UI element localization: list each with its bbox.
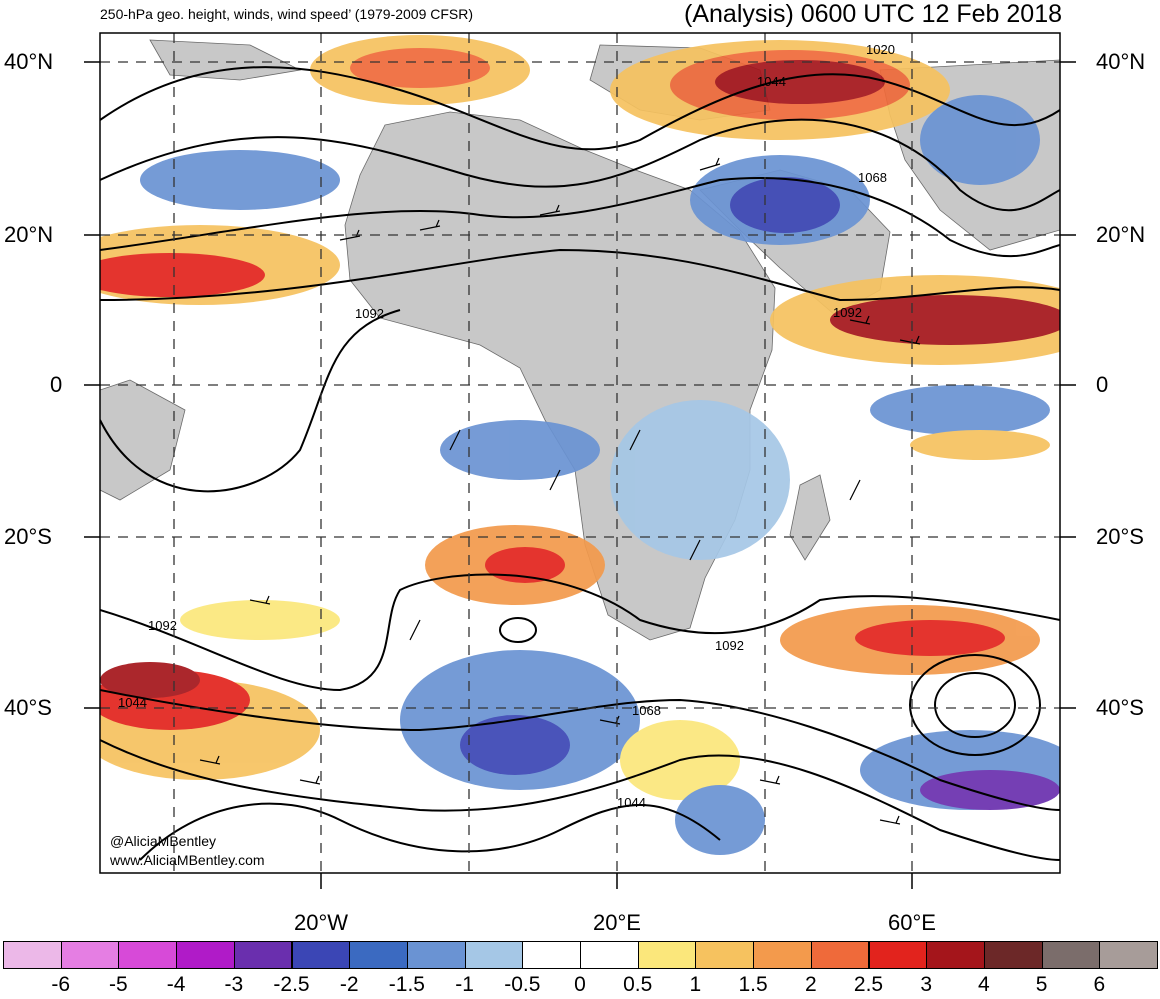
- colorbar-swatch: [60, 941, 120, 969]
- lat-label: 20°S: [1096, 524, 1144, 549]
- colorbar-label: 1.5: [738, 973, 768, 996]
- colorbar: [0, 941, 1160, 969]
- colorbar-label: -0.5: [504, 973, 541, 996]
- colorbar-label: 0: [574, 973, 586, 996]
- colorbar-label: -1: [455, 973, 474, 996]
- colorbar-swatch: [637, 941, 697, 969]
- colorbar-label: 1: [689, 973, 702, 996]
- colorbar-swatch: [868, 941, 928, 969]
- colorbar-swatch: [810, 941, 870, 969]
- colorbar-label: 6: [1093, 973, 1106, 996]
- contour-label: 1068: [632, 703, 661, 718]
- colorbar-swatch: [291, 941, 351, 969]
- colorbar-swatch: [926, 941, 985, 969]
- wind-speed-anomaly: [100, 35, 1060, 855]
- credit-website: www.AliciaMBentley.com: [110, 852, 265, 868]
- colorbar-swatch: [406, 941, 466, 969]
- map-title: (Analysis) 0600 UTC 12 Feb 2018: [684, 0, 1062, 28]
- lat-label: 20°N: [1096, 222, 1146, 247]
- map-subtitle: 250-hPa geo. height, winds, wind speed’ …: [100, 6, 474, 22]
- colorbar-swatch: [176, 941, 235, 969]
- colorbar-label: -2: [339, 973, 359, 996]
- weather-map: 1020 1044 1068 1092 1092 1092 1092 1044 …: [84, 32, 1076, 889]
- colorbar-label: -4: [166, 973, 186, 996]
- colorbar-swatch: [3, 941, 62, 969]
- contour-label: 1068: [858, 170, 887, 185]
- contour-label: 1092: [715, 638, 744, 653]
- colorbar-label: 0.5: [623, 973, 653, 996]
- colorbar-swatch: [464, 941, 524, 969]
- colorbar-label: 2: [804, 973, 817, 996]
- colorbar-swatch: [1099, 941, 1158, 969]
- colorbar-swatch: [118, 941, 178, 969]
- lon-label: 20°E: [593, 910, 641, 935]
- colorbar-swatch: [983, 941, 1043, 969]
- colorbar-label: 2.5: [853, 973, 884, 996]
- lat-label: 0: [1096, 372, 1109, 397]
- colorbar-label: -1.5: [388, 973, 425, 996]
- colorbar-swatch: [753, 941, 812, 969]
- colorbar-swatch: [580, 941, 639, 969]
- lat-label: 0: [50, 372, 63, 397]
- contour-label: 1092: [833, 305, 862, 320]
- credit-twitter: @AliciaMBentley: [110, 833, 217, 849]
- lat-label: 40°N: [1096, 49, 1146, 74]
- lat-label: 20°N: [4, 222, 54, 247]
- colorbar-label: 3: [920, 973, 933, 996]
- contour-label: 1044: [757, 74, 786, 89]
- colorbar-swatch: [349, 941, 408, 969]
- contour-label: 1092: [148, 618, 177, 633]
- lat-label: 40°N: [4, 49, 54, 74]
- contour-label-group: 1020 1044 1068 1092 1092 1092 1092 1044 …: [118, 42, 895, 810]
- wind-barbs: [199, 157, 921, 825]
- lon-label: 60°E: [888, 910, 936, 935]
- lat-label: 40°S: [4, 695, 52, 720]
- colorbar-label: -2.5: [273, 973, 310, 996]
- contour-label: 1044: [118, 695, 147, 710]
- graticule: [100, 33, 1060, 873]
- colorbar-label: 4: [978, 973, 990, 996]
- contour-label: 1020: [866, 42, 895, 57]
- axis-ticks: [84, 61, 1076, 889]
- colorbar-swatch: [233, 941, 293, 969]
- colorbar-label: -3: [224, 973, 244, 996]
- colorbar-label: 5: [1035, 973, 1048, 996]
- contour-label: 1092: [355, 306, 384, 321]
- lat-label: 20°S: [4, 524, 52, 549]
- colorbar-swatch: [522, 941, 581, 969]
- lat-label: 40°S: [1096, 695, 1144, 720]
- map-frame: [99, 32, 1061, 874]
- colorbar-label: -5: [109, 973, 128, 996]
- contour-label: 1044: [617, 795, 646, 810]
- height-contours: [100, 66, 1060, 861]
- lon-label: 20°W: [293, 910, 349, 935]
- colorbar-swatch: [695, 941, 755, 969]
- colorbar-swatch: [1041, 941, 1101, 969]
- colorbar-label: -6: [51, 973, 71, 996]
